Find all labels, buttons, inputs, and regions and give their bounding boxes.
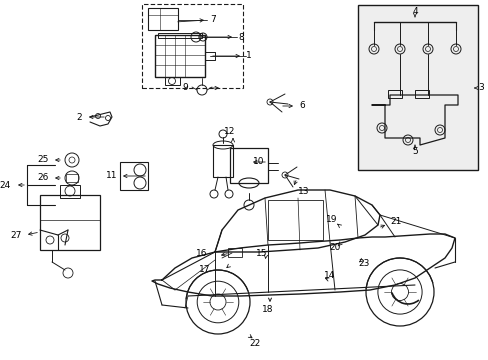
Text: 5: 5 — [411, 148, 417, 157]
Bar — [60, 185, 80, 198]
Bar — [227, 248, 242, 257]
Text: 24: 24 — [0, 180, 11, 189]
Text: 8: 8 — [238, 32, 243, 41]
Bar — [158, 33, 202, 38]
Text: 21: 21 — [389, 217, 401, 226]
Bar — [148, 8, 178, 30]
Text: 4: 4 — [411, 6, 417, 15]
Bar — [357, 5, 477, 170]
Text: 26: 26 — [38, 174, 49, 183]
Text: 11: 11 — [105, 171, 117, 180]
Bar — [213, 145, 232, 177]
Text: 12: 12 — [224, 127, 235, 136]
Text: 3: 3 — [477, 84, 483, 93]
Text: 13: 13 — [297, 188, 309, 197]
Bar — [164, 77, 180, 85]
Text: 23: 23 — [357, 260, 368, 269]
Text: 6: 6 — [298, 102, 304, 111]
Text: 2: 2 — [76, 112, 82, 122]
Bar — [387, 90, 401, 98]
Bar — [155, 35, 204, 77]
Text: 17: 17 — [198, 266, 209, 274]
Bar — [66, 174, 78, 182]
Text: 20: 20 — [328, 243, 340, 252]
Text: 16: 16 — [195, 248, 206, 257]
Text: 22: 22 — [249, 339, 260, 348]
Text: 10: 10 — [252, 158, 264, 166]
Text: 9: 9 — [182, 84, 187, 93]
Text: 7: 7 — [209, 15, 215, 24]
Text: 14: 14 — [324, 271, 335, 280]
Bar — [120, 162, 148, 190]
Text: 1: 1 — [245, 51, 251, 60]
Bar — [267, 200, 323, 240]
Bar — [229, 148, 267, 183]
Text: 15: 15 — [256, 249, 267, 258]
Text: 25: 25 — [38, 156, 49, 165]
Bar — [40, 195, 100, 250]
Bar — [142, 4, 243, 88]
Text: 27: 27 — [11, 231, 22, 240]
Text: 19: 19 — [325, 216, 337, 225]
Bar — [414, 90, 428, 98]
Text: 18: 18 — [262, 306, 273, 315]
